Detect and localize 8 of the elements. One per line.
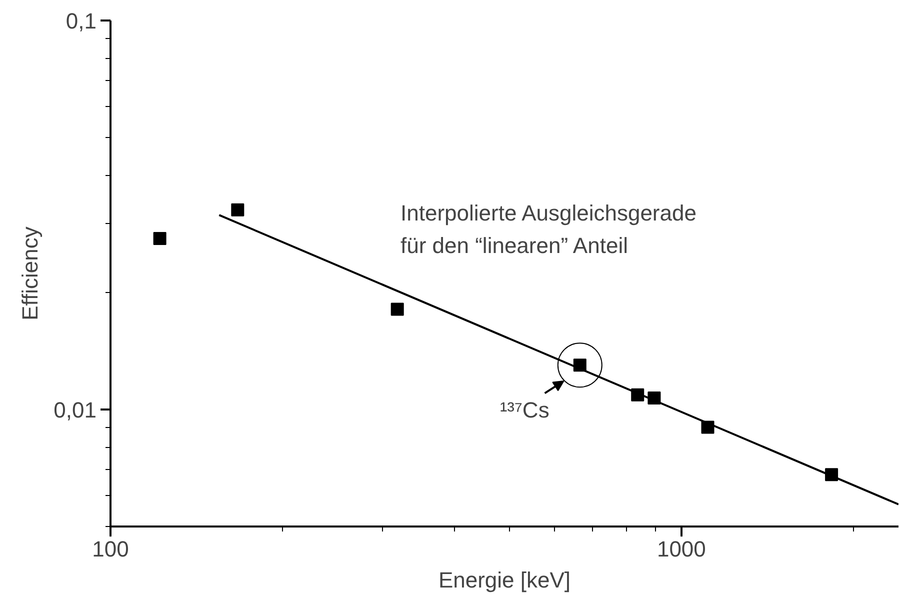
- annotation: Interpolierte Ausgleichsgerade für den “linearen” Anteil: [400, 200, 696, 258]
- x-axis-title: Energie [keV]: [438, 568, 571, 592]
- y-axis-title: Efficiency: [18, 226, 43, 320]
- y-tick-label: 0,1: [66, 8, 97, 34]
- x-tick-label: 1000: [656, 536, 706, 562]
- x-tick-label: 100: [92, 536, 129, 562]
- annotation: ¹³⁷Cs: [500, 398, 550, 423]
- y-tick-label: 0,01: [54, 397, 97, 422]
